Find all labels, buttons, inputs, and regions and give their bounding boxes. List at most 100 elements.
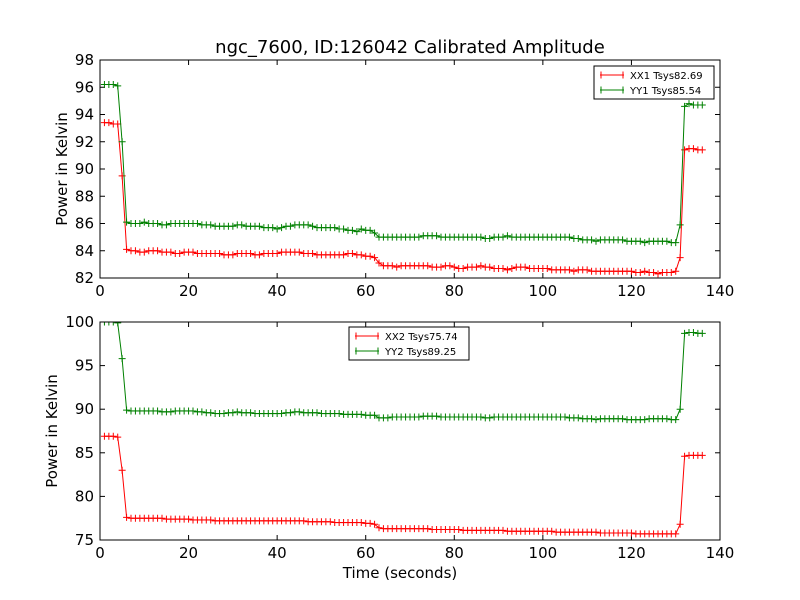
data-point-marker [681,146,689,154]
data-point-marker [176,249,184,257]
data-point-marker [499,233,507,241]
data-point-marker [619,236,627,244]
data-point-marker [672,530,680,538]
data-point-marker [114,433,122,441]
data-point-marker [123,406,131,414]
data-point-marker [348,249,356,257]
y-tick-label: 92 [75,133,94,151]
data-point-marker [340,225,348,233]
y-tick-label: 82 [75,269,94,287]
data-point-marker [140,248,148,256]
data-point-marker [185,515,193,523]
data-point-marker [131,247,139,255]
data-point-marker [384,414,392,422]
data-point-marker [105,119,113,127]
data-point-marker [229,409,237,417]
data-point-marker [295,248,303,256]
data-point-marker [313,409,321,417]
data-point-marker [459,264,467,272]
data-point-marker [278,410,286,418]
legend-box [348,326,470,361]
data-point-marker [220,410,228,418]
data-point-marker [415,233,423,241]
data-point-marker [118,138,126,146]
data-point-marker [508,264,516,272]
y-tick-label: 98 [75,51,94,69]
data-point-marker [326,518,334,526]
data-point-marker [158,514,166,522]
data-point-marker [424,525,432,533]
data-point-marker [698,329,706,337]
data-point-marker [698,101,706,109]
data-point-marker [681,329,689,337]
series-yy2 [100,322,706,424]
data-point-marker [446,262,454,270]
data-point-marker [366,226,374,234]
data-point-marker [627,529,635,537]
data-point-marker [681,452,689,460]
data-point-marker [255,251,263,259]
data-point-marker [309,222,317,230]
data-point-marker [583,266,591,274]
y-tick-label: 85 [75,444,94,462]
data-point-marker [335,410,343,418]
legend-box [593,65,715,100]
data-point-marker [247,409,255,417]
x-tick-label: 20 [179,282,198,300]
data-point-marker [123,513,131,521]
data-point-marker [273,225,281,233]
data-point-marker [154,220,162,227]
data-point-marker [503,266,511,274]
data-point-marker [433,412,441,420]
data-point-marker [114,322,122,327]
data-point-marker [198,408,206,416]
data-point-marker [229,251,237,259]
data-point-marker [437,263,445,271]
data-point-marker [486,234,494,242]
data-point-marker [641,239,649,247]
data-point-marker [499,264,507,272]
data-point-marker [366,252,374,260]
y-tick-label: 94 [75,106,94,124]
data-point-marker [207,221,215,229]
legend: XX1 Tsys82.69 YY1 Tsys85.54 [593,65,715,100]
data-point-marker [641,267,649,275]
data-point-marker [304,221,312,229]
x-tick-label: 20 [179,544,198,562]
x-axis-label: Time (seconds) [342,564,458,582]
data-point-marker [357,410,365,418]
data-point-marker [592,528,600,536]
data-point-marker [286,222,294,230]
data-point-marker [109,322,117,326]
data-point-marker [486,263,494,271]
data-point-marker [167,248,175,256]
data-point-marker [371,411,379,419]
data-point-marker [472,263,480,271]
axes-frame [99,321,721,541]
data-point-marker [118,355,126,363]
data-point-marker [357,519,365,527]
legend-entry: YY1 Tsys85.54 [629,86,701,97]
data-point-marker [118,466,126,474]
x-tick-label: 0 [95,282,105,300]
data-point-marker [450,263,458,271]
data-point-marker [565,233,573,241]
data-point-marker [672,239,680,247]
data-point-marker [273,249,281,257]
data-point-marker [105,322,113,326]
data-point-marker [588,415,596,423]
data-point-marker [477,233,485,241]
data-point-marker [455,526,463,534]
data-point-marker [371,229,379,237]
data-point-marker [574,234,582,242]
data-point-marker [154,407,162,415]
data-point-marker [162,221,170,229]
x-tick-label: 120 [617,282,646,300]
data-point-marker [154,247,162,255]
y-tick-label: 80 [75,487,94,505]
data-point-marker [255,222,263,230]
data-point-marker [114,120,122,128]
bottom-subplot: 0 20 40 60 80 100 120 140 75 80 85 90 95 100 Power in … [43,313,734,582]
data-point-marker [548,527,556,535]
